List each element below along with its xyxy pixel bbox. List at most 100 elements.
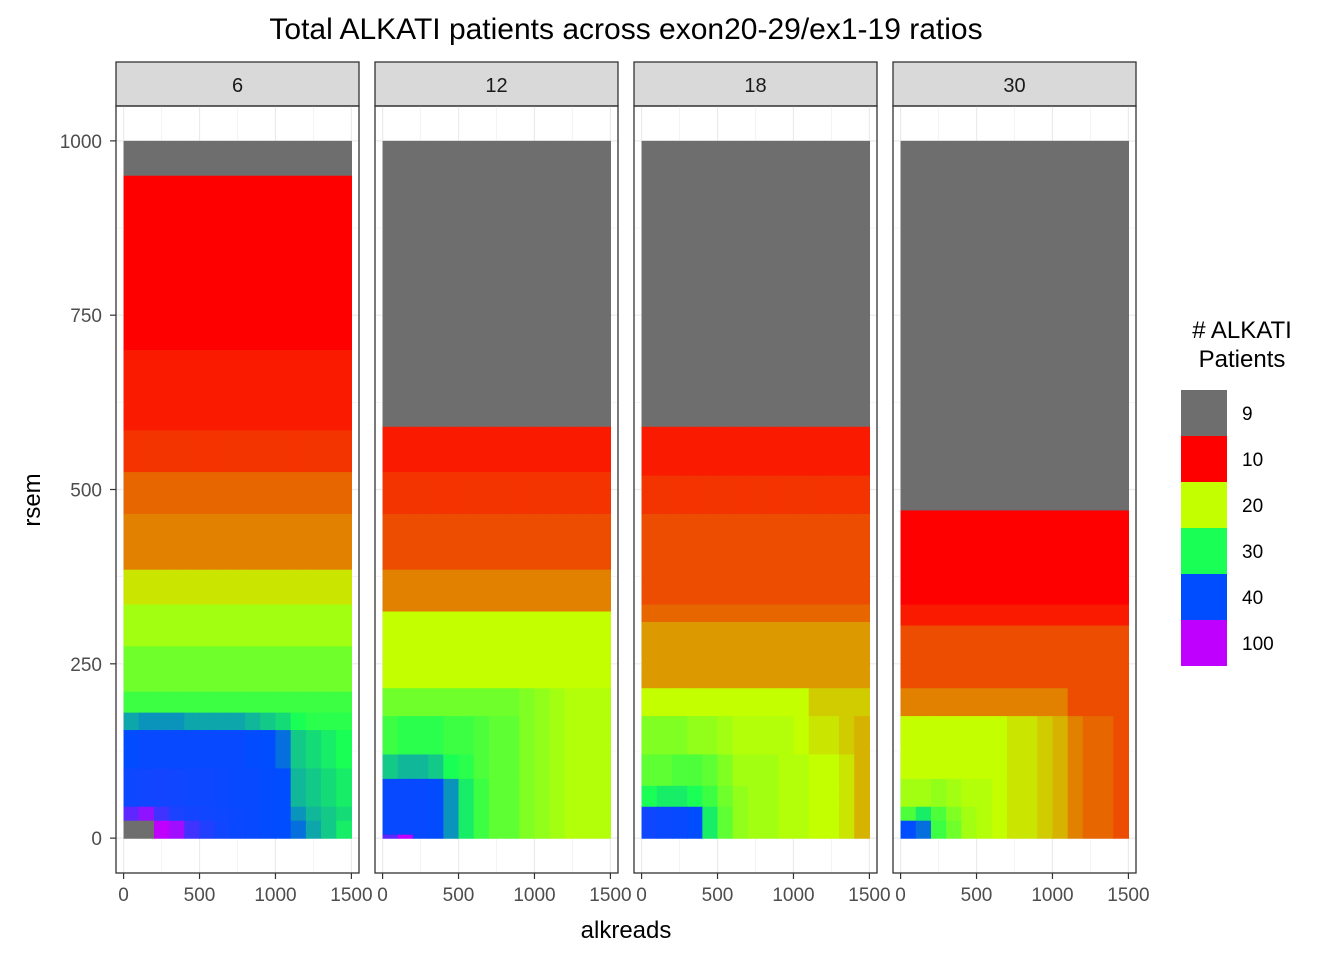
heat-tile [214, 140, 231, 177]
heat-tile [671, 604, 688, 623]
heat-tile [839, 806, 855, 839]
heat-tile [138, 430, 155, 473]
heat-tile [382, 778, 399, 836]
heat-tile [229, 646, 246, 693]
heat-tile [839, 785, 855, 808]
heat-tile [473, 688, 490, 717]
heat-tile [976, 140, 993, 512]
heat-tile [488, 569, 505, 613]
heat-tile [823, 475, 840, 515]
heat-tile [687, 716, 703, 756]
heat-tile [763, 140, 779, 428]
heat-tile [321, 691, 337, 714]
heat-tile [854, 688, 871, 717]
heat-tile [702, 754, 719, 787]
heat-tile [443, 472, 460, 515]
heat-tile [1052, 688, 1069, 717]
heat-tile [641, 621, 658, 689]
heat-tile [199, 646, 216, 693]
heat-tile [229, 730, 246, 770]
heat-tile [519, 472, 536, 515]
heat-tile [245, 806, 261, 822]
y-tick-label: 500 [70, 481, 102, 502]
x-axis-title: alkreads [581, 917, 672, 944]
heat-tile [199, 691, 216, 714]
heat-tile [123, 175, 140, 351]
heat-tile [1037, 140, 1054, 512]
legend-label: 10 [1242, 450, 1263, 471]
heat-tile [702, 426, 719, 477]
heat-tile [687, 604, 703, 623]
panel-border [633, 105, 878, 874]
heat-tile [245, 430, 261, 473]
heat-tile [991, 688, 1008, 717]
heat-tile [169, 175, 185, 351]
heat-tile [275, 691, 292, 714]
heat-tile [778, 475, 795, 515]
heat-tile [549, 569, 566, 613]
heat-tile [412, 569, 429, 613]
heat-tile [336, 730, 353, 770]
heat-tile [519, 834, 536, 839]
heat-tile [534, 513, 551, 571]
heat-tile [823, 754, 840, 787]
heat-tile [1037, 806, 1054, 822]
heat-tile [123, 350, 140, 431]
heat-tile [184, 604, 201, 647]
heat-tile [778, 426, 795, 477]
heat-tile [412, 834, 429, 839]
heat-tile [1022, 716, 1038, 780]
heat-tile [458, 140, 475, 428]
heat-tile [153, 513, 170, 571]
heat-tile [260, 646, 277, 693]
heat-tile [260, 820, 277, 839]
heat-tile [549, 140, 566, 428]
heat-tile [580, 778, 596, 836]
facet-strip-label: 6 [232, 75, 243, 97]
heat-tile [138, 350, 155, 431]
heat-tile [1082, 625, 1099, 689]
heat-tile [275, 140, 292, 177]
heat-tile [595, 426, 612, 473]
heat-tile [717, 716, 734, 756]
heat-tile [961, 604, 978, 627]
heat-tile [336, 691, 353, 714]
heat-tile [930, 625, 947, 689]
heat-tile [915, 688, 932, 717]
heat-tile [229, 604, 246, 647]
heat-tile [595, 569, 612, 613]
heat-tile [915, 716, 932, 780]
heat-tile [763, 604, 779, 623]
heat-tile [808, 806, 825, 839]
heat-tile [808, 621, 825, 689]
heat-tile [123, 820, 140, 839]
heat-tile [443, 611, 460, 689]
heat-tile [854, 426, 871, 477]
heat-tile [1006, 688, 1023, 717]
heat-tile [169, 350, 185, 431]
heat-tile [839, 604, 855, 623]
heat-tile [534, 754, 551, 780]
heat-tile [275, 430, 292, 473]
heat-tile [229, 175, 246, 351]
heat-tile [275, 806, 292, 822]
heat-tile [321, 712, 337, 731]
heat-tile [854, 604, 871, 623]
heat-tile [397, 513, 414, 571]
heat-tile [488, 754, 505, 780]
heat-tile [930, 688, 947, 717]
heat-tile [656, 688, 673, 717]
heat-tile [1037, 625, 1054, 689]
heat-tile [321, 350, 337, 431]
heat-tile [504, 426, 520, 473]
heat-tile [214, 712, 231, 731]
heat-tile [199, 730, 216, 770]
legend-label: 40 [1242, 588, 1263, 609]
heat-tile [305, 175, 322, 351]
heat-tile [839, 140, 855, 428]
heat-tile [290, 175, 307, 351]
heat-tile [473, 569, 490, 613]
heat-tile [428, 569, 444, 613]
heat-tile [900, 688, 917, 717]
heat-tile [519, 688, 536, 717]
